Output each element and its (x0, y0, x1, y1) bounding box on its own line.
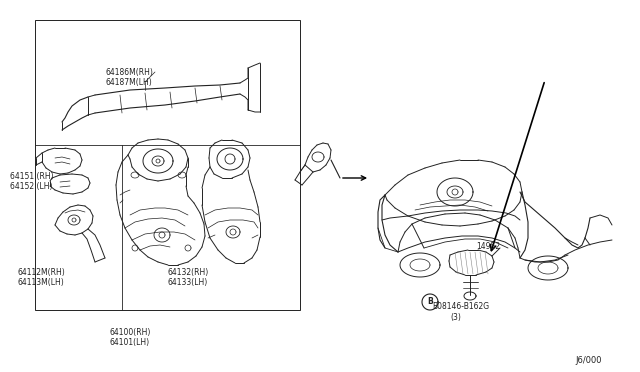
Bar (35, 20, 300, 310)
Text: B: B (427, 298, 433, 307)
Text: 64100(RH): 64100(RH) (110, 328, 152, 337)
Text: B08146-B162G: B08146-B162G (432, 302, 489, 311)
Text: 64186M(RH): 64186M(RH) (105, 68, 153, 77)
Text: 64152 (LH): 64152 (LH) (10, 182, 52, 191)
Text: 14952: 14952 (476, 242, 500, 251)
Text: 64133(LH): 64133(LH) (168, 278, 208, 287)
Text: 64151 (RH): 64151 (RH) (10, 172, 54, 181)
Text: J6/000: J6/000 (575, 356, 602, 365)
Text: 64187M(LH): 64187M(LH) (105, 78, 152, 87)
Text: 64132(RH): 64132(RH) (168, 268, 209, 277)
Text: (3): (3) (450, 313, 461, 322)
Text: 64113M(LH): 64113M(LH) (18, 278, 65, 287)
Text: 64101(LH): 64101(LH) (110, 338, 150, 347)
Text: 64112M(RH): 64112M(RH) (18, 268, 66, 277)
